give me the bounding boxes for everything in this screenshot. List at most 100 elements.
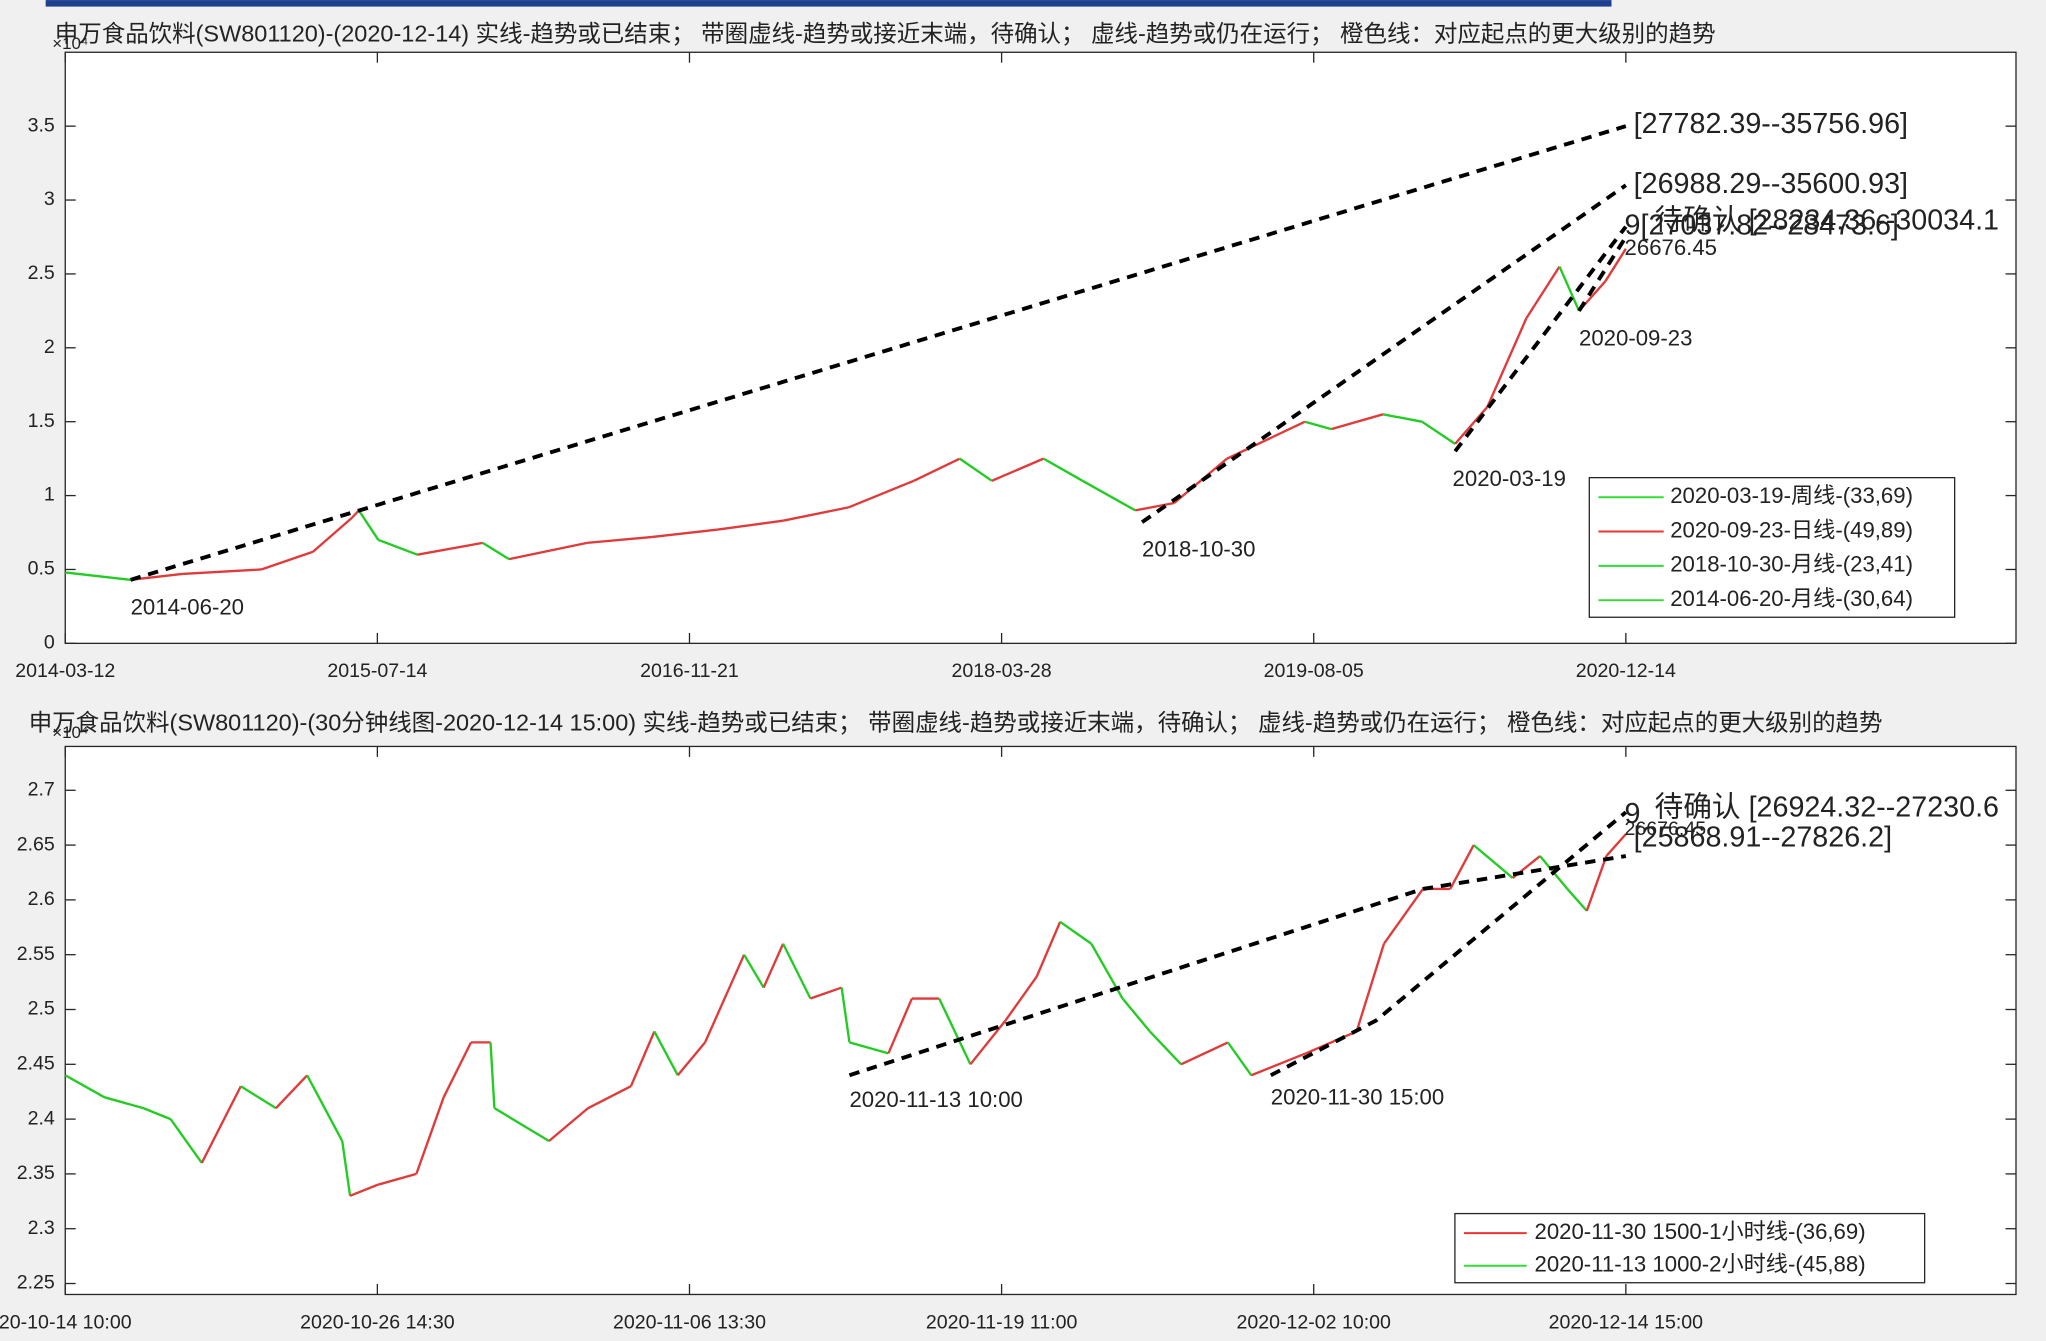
price-segment <box>417 541 483 556</box>
price-segment <box>849 1041 889 1055</box>
price-segment <box>587 1085 632 1110</box>
legend-box <box>1588 476 1956 618</box>
price-segment <box>782 943 812 1000</box>
trend-line <box>848 854 1627 1078</box>
price-segment <box>1605 833 1627 857</box>
price-segment <box>1135 501 1175 512</box>
price-segment <box>629 1030 656 1087</box>
price-segment <box>1121 997 1151 1033</box>
y-tick-label: 2.6 <box>28 888 55 910</box>
price-segment <box>1226 420 1306 460</box>
price-segment <box>1525 265 1561 319</box>
x-tick-label: 2016-11-21 <box>640 660 739 682</box>
price-segment <box>351 509 360 519</box>
legend-label: 2020-03-19-周线-(33,69) <box>1670 483 1913 508</box>
price-segment <box>65 571 131 581</box>
price-segment <box>652 528 718 539</box>
trend-line <box>1140 183 1627 524</box>
price-segment <box>1035 921 1062 978</box>
price-segment <box>200 1085 242 1164</box>
y-tick-label: 0.5 <box>28 558 55 580</box>
trend-start-label: 2014-06-20 <box>131 594 244 619</box>
price-segment <box>1042 457 1084 482</box>
x-tick-label: 2020-12-14 <box>1576 660 1676 682</box>
y-tick-label: 2.55 <box>17 943 55 965</box>
price-segment <box>508 541 588 561</box>
y-tick-label: 2.65 <box>17 833 55 855</box>
legend-label: 2018-10-30-月线-(23,41) <box>1670 552 1913 577</box>
price-segment <box>1449 844 1475 890</box>
price-segment <box>312 516 353 553</box>
y-multiplier: ×10⁴ <box>52 34 88 53</box>
price-segment <box>64 1074 105 1099</box>
price-segment <box>1081 479 1136 512</box>
price-segment <box>717 519 784 531</box>
legend-box <box>1454 1212 1926 1284</box>
range-annotation: 26676.45 <box>1625 235 1717 260</box>
x-tick-label: 2020-11-06 13:30 <box>613 1311 766 1333</box>
price-segment <box>840 987 851 1043</box>
price-segment <box>1355 943 1386 1032</box>
price-segment <box>1330 413 1384 431</box>
range-annotation: 9 <box>1625 798 1641 830</box>
y-tick-label: 2 <box>44 336 55 358</box>
y-tick-label: 1 <box>44 484 55 506</box>
trend-line <box>1577 235 1628 312</box>
price-segment <box>1180 1041 1229 1066</box>
range-annotation: 待确认 [26924.32--27230.6 <box>1655 792 1999 824</box>
price-segment <box>1173 457 1228 504</box>
y-tick-label: 2.3 <box>28 1217 55 1239</box>
price-segment <box>887 998 913 1054</box>
price-segment <box>103 1096 144 1110</box>
price-segment <box>586 535 653 545</box>
price-segment <box>415 1096 445 1175</box>
price-segment <box>1304 420 1332 431</box>
trend-start-label: 2020-11-30 15:00 <box>1271 1085 1444 1110</box>
price-segment <box>1004 975 1038 1022</box>
y-multiplier: ×10⁴ <box>52 723 88 742</box>
range-annotation: [26988.29--35600.93] <box>1634 168 1908 200</box>
top-bar <box>45 0 1612 7</box>
price-segment <box>1149 1030 1182 1066</box>
price-segment <box>142 1107 172 1121</box>
x-tick-label: 2020-10-26 14:30 <box>300 1311 455 1333</box>
legend-label: 2020-11-30 1500-1小时线-(36,69) <box>1535 1219 1866 1244</box>
y-tick-label: 2.5 <box>28 262 55 284</box>
price-segment <box>991 457 1045 482</box>
plot-area <box>64 745 2017 1296</box>
trend-start-label: 2020-11-13 10:00 <box>849 1087 1022 1112</box>
price-segment <box>958 457 993 482</box>
trend-start-label: 2018-10-30 <box>1142 537 1255 562</box>
price-segment <box>341 1140 352 1196</box>
x-tick-label: 2015-07-14 <box>327 660 427 682</box>
y-tick-label: 2.35 <box>17 1162 55 1184</box>
range-annotation: [27782.39--35756.96] <box>1634 108 1908 140</box>
y-tick-label: 2.5 <box>28 998 55 1020</box>
price-segment <box>969 1019 1007 1066</box>
x-tick-label: 2020-11-19 11:00 <box>926 1311 1078 1333</box>
price-segment <box>1558 266 1581 312</box>
price-segment <box>938 998 972 1065</box>
price-segment <box>1382 413 1423 423</box>
price-segment <box>482 541 510 561</box>
chart-title: 申万食品饮料(SW801120)-(30分钟线图-2020-12-14 15:0… <box>29 709 1883 735</box>
price-segment <box>743 954 765 989</box>
x-tick-label: 2020-12-14 15:00 <box>1549 1311 1704 1333</box>
price-segment <box>1472 844 1514 879</box>
price-segment <box>377 1172 417 1187</box>
price-segment <box>1226 1041 1253 1076</box>
x-tick-label: 2014-03-12 <box>15 660 115 682</box>
range-annotation: 26676.45 <box>1625 818 1707 840</box>
y-tick-label: 2.25 <box>17 1272 55 1294</box>
price-segment <box>1486 317 1528 408</box>
price-segment <box>676 1041 706 1077</box>
range-annotation: 9[27037.82--28473.6] <box>1625 210 1899 242</box>
chart-title: 申万食品饮料(SW801120)-(2020-12-14) 实线-趋势或已结束；… <box>55 21 1716 47</box>
x-tick-label: 2020-12-02 10:00 <box>1236 1311 1391 1333</box>
price-segment <box>377 538 418 556</box>
x-tick-label: 2019-08-05 <box>1264 660 1364 682</box>
y-tick-label: 2.4 <box>28 1107 55 1129</box>
y-tick-label: 2.45 <box>17 1052 55 1074</box>
price-segment <box>1059 920 1093 945</box>
